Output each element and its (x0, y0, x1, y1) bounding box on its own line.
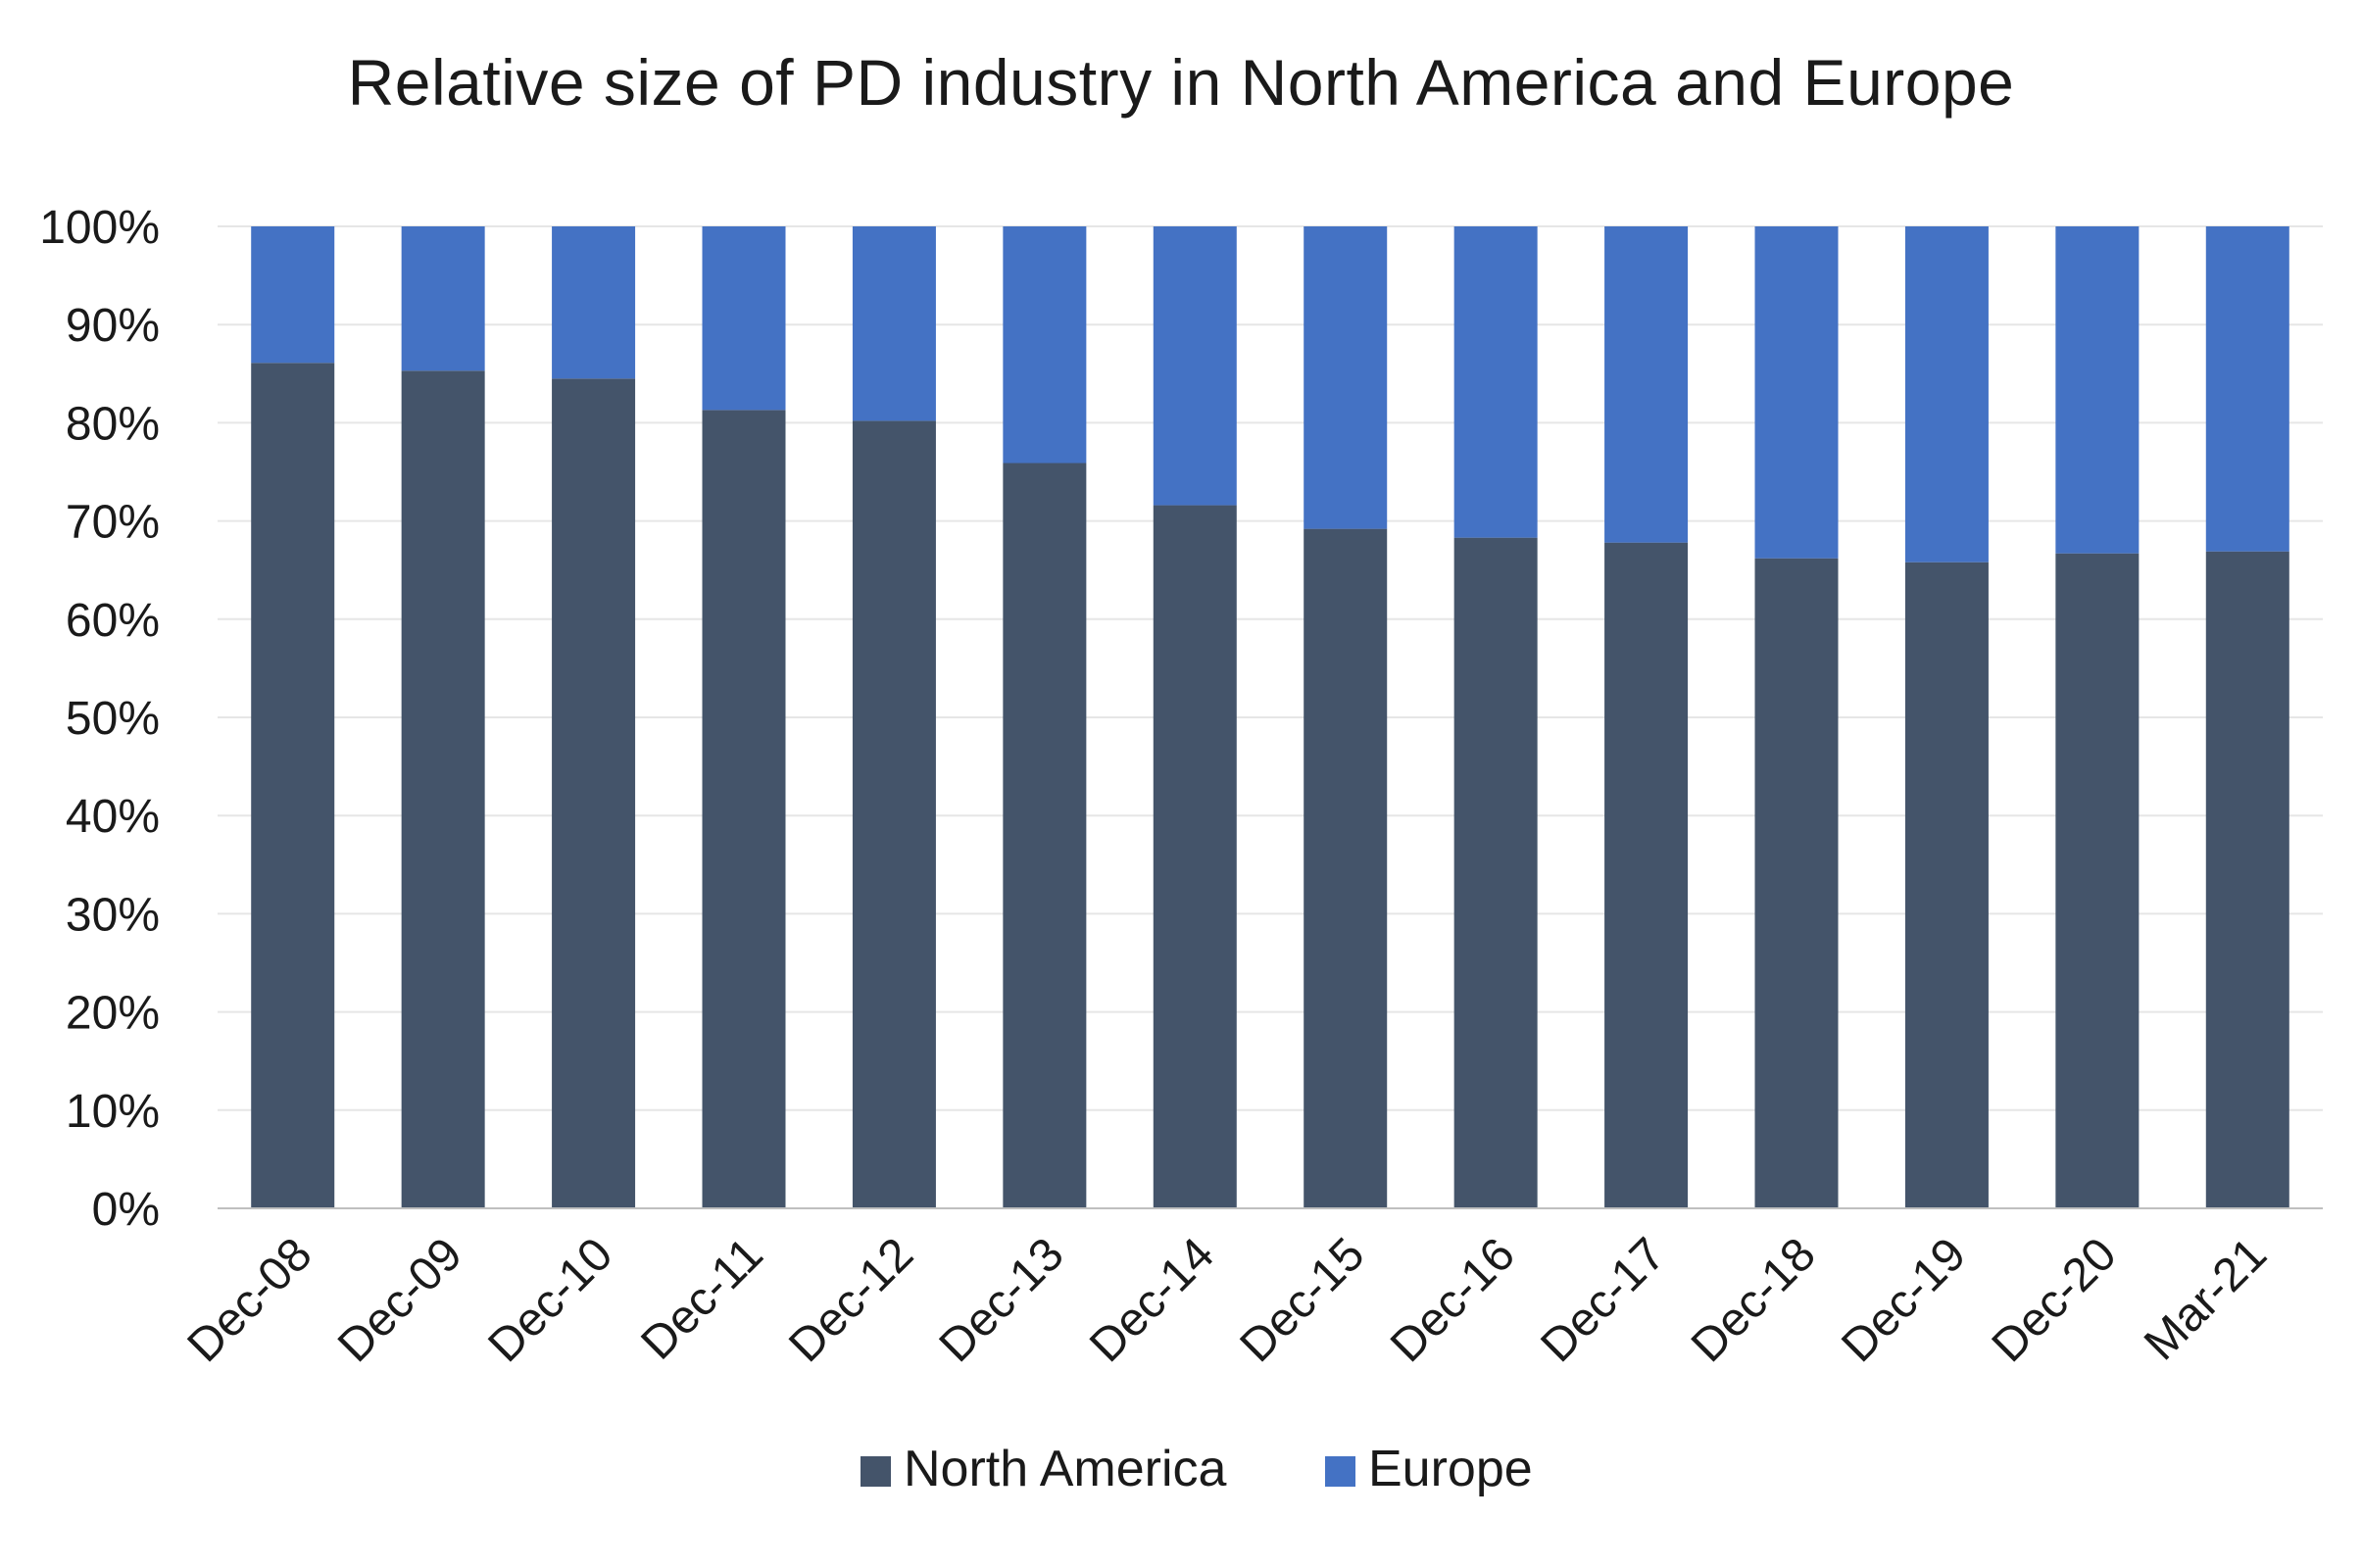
bar-europe (2055, 226, 2140, 554)
x-axis: Dec-08 Dec-09 Dec-10 Dec-11 Dec-12 Dec-13 Dec-… (178, 1228, 2277, 1372)
x-tick-label: Dec-13 (930, 1228, 1074, 1372)
x-tick-label: Dec-17 (1531, 1228, 1675, 1372)
x-tick-label: Dec-20 (1983, 1228, 2127, 1372)
legend-label: Europe (1368, 1441, 1533, 1497)
y-tick-label: 30% (66, 889, 160, 941)
bar-europe (1453, 226, 1538, 538)
x-tick-label: Dec-18 (1682, 1228, 1826, 1372)
legend-label: North America (904, 1441, 1227, 1497)
bar-north-america (852, 420, 936, 1208)
bar-north-america (1604, 542, 1689, 1208)
x-tick-label: Mar-21 (2135, 1228, 2277, 1370)
y-tick-label: 10% (66, 1086, 160, 1138)
bar-north-america (2205, 551, 2289, 1208)
bar-north-america (401, 370, 485, 1208)
bars (251, 226, 2289, 1208)
bar-europe (702, 226, 786, 411)
bar-europe (1904, 226, 1989, 563)
legend-item: Europe (1325, 1441, 1533, 1497)
x-tick-label: Dec-14 (1080, 1228, 1224, 1372)
x-tick-label: Dec-12 (779, 1228, 923, 1372)
y-tick-label: 50% (66, 693, 160, 745)
x-tick-label: Dec-19 (1832, 1228, 1976, 1372)
bar-north-america (1153, 505, 1237, 1208)
bar-north-america (1904, 562, 1989, 1208)
bar-europe (1304, 226, 1388, 529)
bar-europe (401, 226, 485, 371)
legend-swatch (861, 1456, 891, 1487)
bar-europe (552, 226, 636, 379)
bar-europe (1003, 226, 1087, 464)
bar-north-america (702, 410, 786, 1208)
x-tick-label: Dec-08 (178, 1228, 322, 1372)
bar-north-america (1304, 528, 1388, 1208)
x-tick-label: Dec-15 (1231, 1228, 1375, 1372)
y-tick-label: 60% (66, 595, 160, 647)
y-tick-label: 0% (92, 1184, 160, 1236)
y-tick-label: 90% (66, 300, 160, 352)
bar-north-america (1003, 463, 1087, 1208)
bar-north-america (2055, 553, 2140, 1208)
bar-europe (1604, 226, 1689, 543)
x-tick-label: Dec-09 (328, 1228, 472, 1372)
legend: North America Europe (861, 1441, 1533, 1497)
x-tick-label: Dec-16 (1381, 1228, 1525, 1372)
y-axis: 0% 10% 20% 30% 40% 50% 60% 70% 80% 90% 100% (39, 202, 160, 1236)
bar-europe (251, 226, 335, 364)
legend-item: North America (861, 1441, 1227, 1497)
bar-europe (852, 226, 936, 421)
y-tick-label: 70% (66, 497, 160, 549)
x-tick-label: Dec-10 (478, 1228, 622, 1372)
bar-north-america (1453, 537, 1538, 1208)
bar-europe (1153, 226, 1237, 506)
gridlines (218, 225, 2323, 1111)
legend-swatch (1325, 1456, 1355, 1487)
bar-europe (2205, 226, 2289, 552)
bar-north-america (251, 363, 335, 1208)
y-tick-label: 80% (66, 398, 160, 450)
y-tick-label: 20% (66, 988, 160, 1040)
y-tick-label: 40% (66, 791, 160, 843)
x-tick-label: Dec-11 (631, 1228, 772, 1369)
bar-north-america (1754, 558, 1839, 1208)
chart-title: Relative size of PD industry in North Am… (347, 46, 2015, 119)
bar-europe (1754, 226, 1839, 559)
y-tick-label: 100% (39, 202, 160, 254)
bar-north-america (552, 378, 636, 1208)
